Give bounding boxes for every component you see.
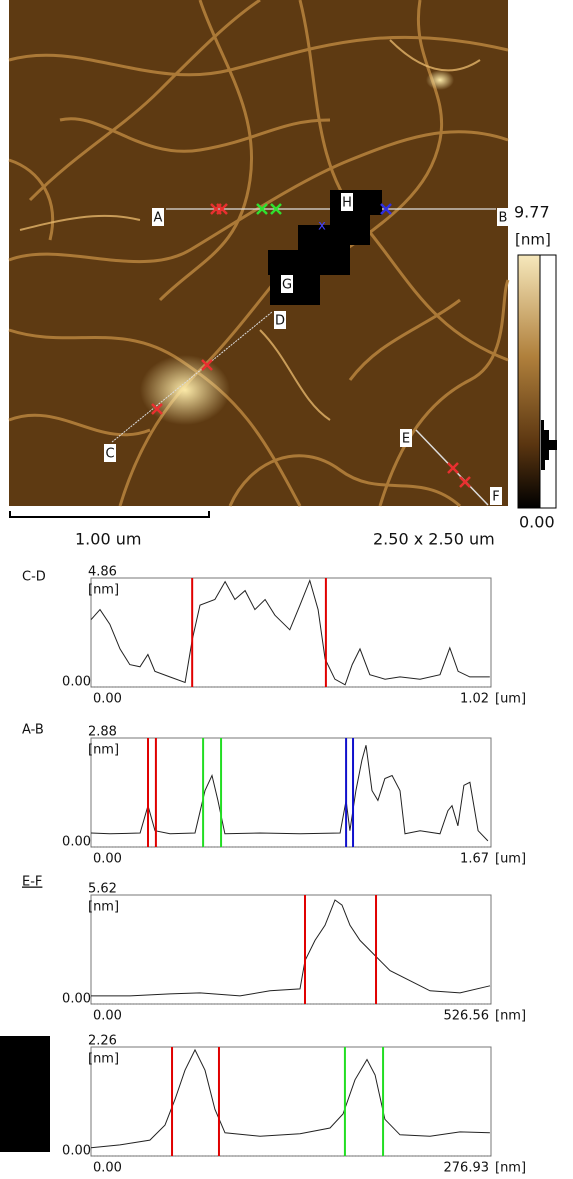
marker-label: C — [105, 447, 114, 462]
profile-line — [90, 578, 490, 686]
afm-image: x — [8, 0, 510, 508]
plot-frame — [90, 737, 492, 848]
y-tick-label: 4.86 — [88, 565, 117, 580]
y-tick-label: 5.62 — [88, 882, 117, 897]
marker-box — [341, 193, 353, 211]
x-unit: [um] — [495, 852, 526, 867]
y-tick-label: 0.00 — [62, 992, 91, 1007]
marker-label: G — [282, 278, 292, 293]
profile-title: E-F — [22, 875, 42, 890]
marker-label: D — [275, 314, 285, 329]
y-unit: [nm] — [88, 900, 119, 915]
x-tick-label: 0.00 — [93, 852, 122, 867]
marker-label: E — [402, 432, 410, 447]
y-tick-label: 0.00 — [62, 675, 91, 690]
histogram — [541, 420, 557, 470]
redaction — [0, 1036, 50, 1152]
marker-label: F — [492, 490, 499, 505]
plot-frame — [90, 577, 492, 688]
plot-frame — [90, 894, 492, 1005]
scale-bar — [9, 511, 210, 518]
y-tick-label: 0.00 — [62, 1144, 91, 1159]
profile-line — [90, 1048, 490, 1149]
x-tick-label: 0.00 — [93, 692, 122, 707]
colorbar — [517, 254, 541, 509]
x-unit: [um] — [495, 692, 526, 707]
x-tick-label: 1.02 — [460, 692, 489, 707]
profile-line — [91, 899, 491, 997]
colorbar-max: 9.77 — [514, 203, 550, 222]
marker-label: B — [499, 211, 508, 226]
y-unit: [nm] — [88, 1052, 119, 1067]
marker-box — [490, 487, 502, 505]
x-tick-label: 276.93 — [444, 1161, 490, 1176]
x-tick-label: 526.56 — [444, 1009, 490, 1024]
histogram-box — [539, 254, 557, 509]
colorbar-min: 0.00 — [519, 513, 555, 532]
profile-title: C-D — [22, 570, 46, 585]
x-unit: [nm] — [495, 1161, 526, 1176]
y-unit: [nm] — [88, 583, 119, 598]
image-size: 2.50 x 2.50 um — [373, 530, 495, 549]
colorbar-unit: [nm] — [515, 231, 551, 249]
marker-labels: A B C D E F G H — [104, 193, 509, 505]
marker-box — [497, 208, 509, 226]
x-unit: [nm] — [495, 1009, 526, 1024]
x-tick-label: 0.00 — [93, 1009, 122, 1024]
marker-box — [281, 275, 293, 293]
marker-box — [152, 208, 164, 226]
y-tick-label: 0.00 — [62, 835, 91, 850]
x-tick-label: 1.67 — [460, 852, 489, 867]
marker-label: A — [154, 211, 163, 226]
cursor-mark: x — [318, 219, 326, 234]
y-tick-label: 2.88 — [88, 725, 117, 740]
y-tick-label: 2.26 — [88, 1034, 117, 1049]
marker-box — [104, 444, 116, 462]
x-tick-label: 0.00 — [93, 1161, 122, 1176]
scale-bar-label: 1.00 um — [75, 530, 141, 549]
profile-line — [90, 745, 489, 842]
profile-title: A-B — [22, 723, 44, 738]
y-unit: [nm] — [88, 743, 119, 758]
marker-box — [274, 311, 286, 329]
marker-label: H — [342, 196, 352, 211]
marker-box — [400, 429, 412, 447]
plot-frame — [90, 1046, 492, 1157]
